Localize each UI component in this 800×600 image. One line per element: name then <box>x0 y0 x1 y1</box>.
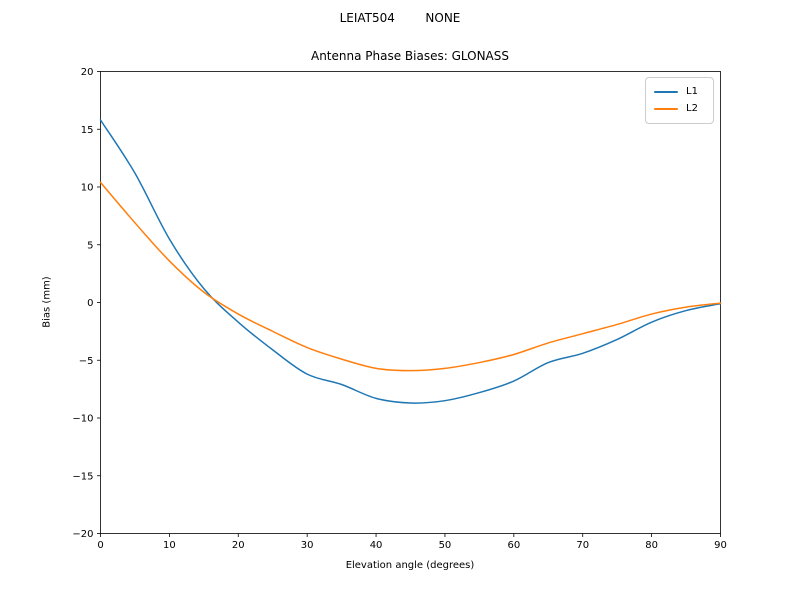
x-tick-label: 30 <box>301 540 314 551</box>
x-tick-label: 80 <box>645 540 658 551</box>
legend: L1 L2 <box>645 77 714 124</box>
x-axis-label: Elevation angle (degrees) <box>345 560 475 571</box>
x-tick-label: 70 <box>576 540 589 551</box>
l2-line-swatch <box>654 108 678 111</box>
y-tick-label: 0 <box>87 298 93 309</box>
legend-entry-l1: L1 <box>654 85 705 97</box>
l2-curve <box>99 181 722 372</box>
l1-line-swatch <box>654 90 678 93</box>
x-tick-label: 10 <box>163 540 176 551</box>
y-axis-label: Bias (mm) <box>41 276 53 328</box>
y-tick-label: 15 <box>81 125 94 136</box>
y-tick-label: 5 <box>87 240 93 251</box>
figure-suptitle: LEIAT504 NONE <box>339 11 461 25</box>
x-tick-label: 50 <box>439 540 452 551</box>
legend-label-l2: L2 <box>686 103 698 115</box>
legend-entry-l2: L2 <box>654 104 705 114</box>
y-tick-label: −10 <box>72 414 93 425</box>
axes-title: Antenna Phase Biases: GLONASS <box>310 49 509 63</box>
l1-curve <box>99 119 722 404</box>
x-tick-label: 60 <box>507 540 520 551</box>
x-tick-label: 90 <box>714 540 727 551</box>
legend-label-l1: L1 <box>686 85 698 97</box>
x-tick-label: 40 <box>370 540 383 551</box>
x-tick-label: 0 <box>97 540 103 551</box>
y-tick-label: −20 <box>72 529 93 540</box>
axes-frame <box>100 71 721 534</box>
y-tick-label: 10 <box>81 183 94 194</box>
y-tick-label: −5 <box>79 356 94 367</box>
x-tick-label: 20 <box>232 540 245 551</box>
y-tick-label: −15 <box>72 471 93 482</box>
y-tick-label: 20 <box>81 67 94 78</box>
